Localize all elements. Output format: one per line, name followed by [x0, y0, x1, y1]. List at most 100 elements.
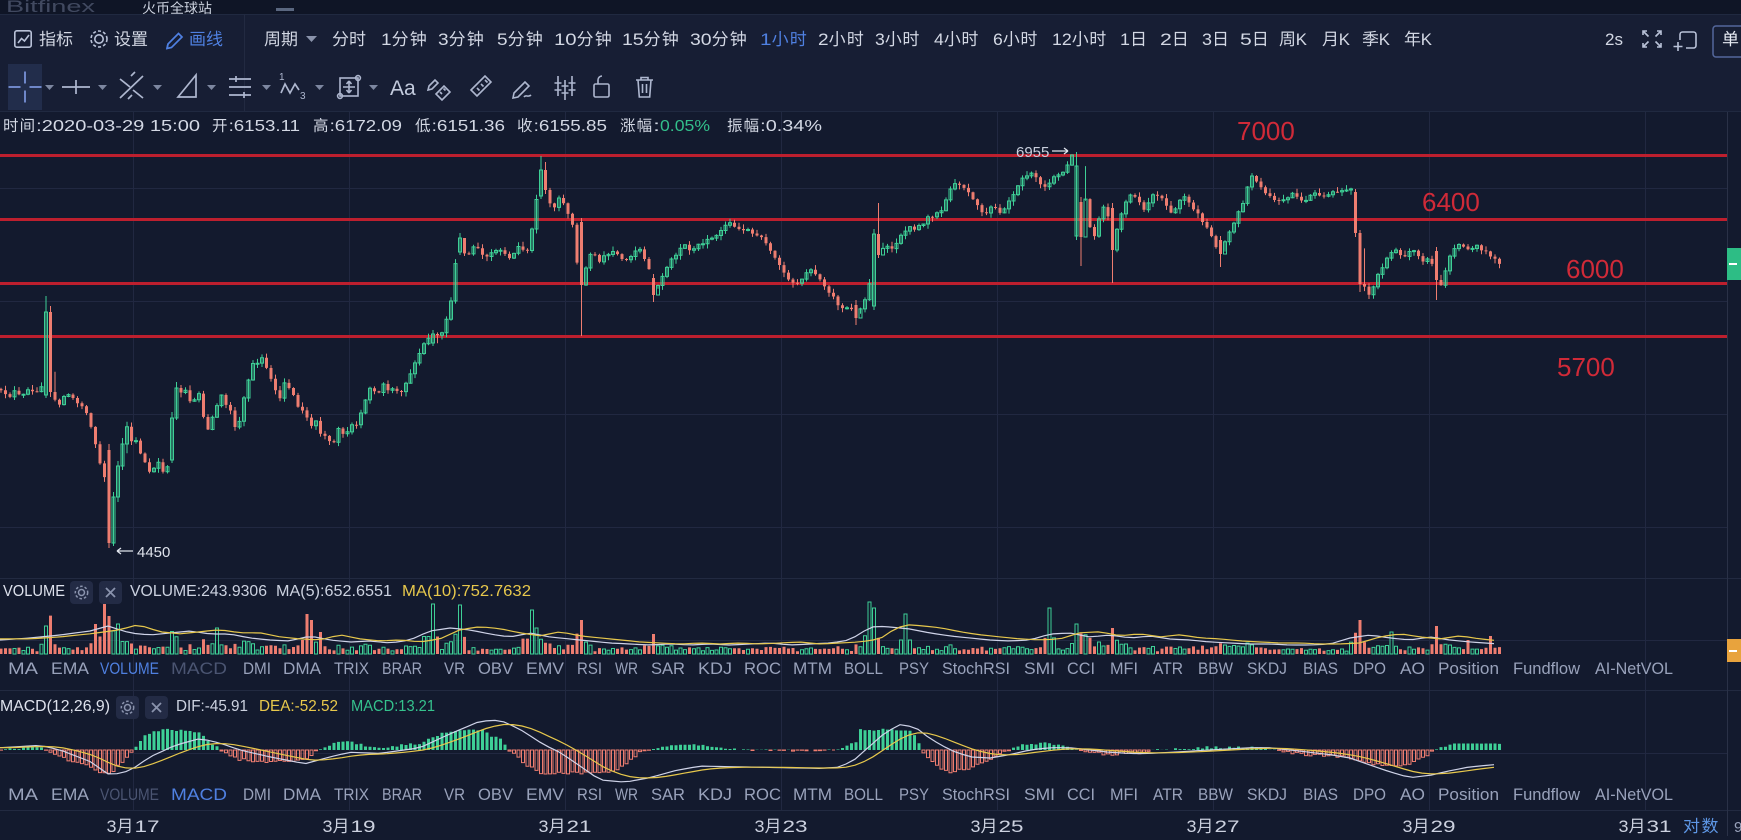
- svg-text:0.05%: 0.05%: [660, 118, 710, 135]
- svg-text:MA(5):652.6551: MA(5):652.6551: [276, 583, 392, 600]
- svg-text:Position: Position: [1438, 659, 1499, 678]
- svg-text:6: 6: [993, 30, 1003, 49]
- svg-text:3: 3: [1202, 30, 1212, 49]
- svg-text:SMI: SMI: [1024, 659, 1055, 678]
- svg-text:TRIX: TRIX: [334, 659, 369, 678]
- svg-text:CCI: CCI: [1067, 785, 1095, 804]
- svg-text:AO: AO: [1400, 785, 1425, 804]
- svg-text::6172.09: :6172.09: [330, 118, 402, 135]
- svg-text:WR: WR: [615, 659, 638, 678]
- svg-text:3: 3: [1619, 817, 1629, 836]
- svg-text:5: 5: [497, 30, 508, 49]
- svg-text:VR: VR: [444, 785, 465, 804]
- svg-text:3: 3: [539, 817, 549, 836]
- svg-text:2: 2: [818, 30, 829, 49]
- svg-text:Fundflow: Fundflow: [1513, 785, 1581, 804]
- svg-text:DMI: DMI: [243, 785, 271, 804]
- svg-text:EMA: EMA: [51, 659, 90, 678]
- svg-text:OBV: OBV: [478, 659, 514, 678]
- svg-text:StochRSI: StochRSI: [942, 785, 1010, 804]
- svg-text:1: 1: [760, 30, 772, 49]
- svg-text:3: 3: [875, 30, 885, 49]
- svg-text:6955: 6955: [1016, 144, 1049, 161]
- svg-text:ROC: ROC: [744, 659, 781, 678]
- svg-text:SMI: SMI: [1024, 785, 1055, 804]
- svg-text:TRIX: TRIX: [334, 785, 369, 804]
- svg-text:27: 27: [1215, 817, 1240, 836]
- svg-text:3: 3: [300, 91, 306, 102]
- svg-text:15: 15: [622, 30, 644, 49]
- svg-text:3: 3: [755, 817, 765, 836]
- svg-text:29: 29: [1431, 817, 1456, 836]
- svg-text:3: 3: [1403, 817, 1413, 836]
- svg-text:1: 1: [381, 30, 392, 49]
- svg-text:DPO: DPO: [1353, 785, 1386, 804]
- svg-text:5700: 5700: [1557, 352, 1615, 382]
- svg-text:MACD:13.21: MACD:13.21: [351, 698, 435, 715]
- svg-text:21: 21: [567, 817, 592, 836]
- svg-text:7000: 7000: [1237, 116, 1295, 146]
- svg-text:5: 5: [1240, 30, 1252, 49]
- svg-text:K: K: [1339, 30, 1351, 49]
- svg-text:MTM: MTM: [793, 659, 832, 678]
- svg-text:K: K: [1379, 30, 1391, 49]
- svg-text:OBV: OBV: [478, 785, 514, 804]
- svg-text:DIF:-45.91: DIF:-45.91: [176, 698, 248, 715]
- svg-text:MACD: MACD: [171, 785, 227, 804]
- svg-text:4450: 4450: [137, 544, 170, 561]
- svg-text:3: 3: [107, 817, 117, 836]
- svg-text:EMV: EMV: [526, 785, 565, 804]
- svg-text:MACD(12,26,9): MACD(12,26,9): [0, 698, 110, 715]
- svg-text:31: 31: [1647, 817, 1672, 836]
- svg-text:MFI: MFI: [1110, 659, 1138, 678]
- svg-text:ATR: ATR: [1153, 659, 1183, 678]
- svg-text:VOLUME: VOLUME: [3, 583, 65, 600]
- svg-text:19: 19: [351, 817, 376, 836]
- svg-text:EMA: EMA: [51, 785, 90, 804]
- svg-text:3: 3: [971, 817, 981, 836]
- svg-text:K: K: [1296, 30, 1308, 49]
- svg-text::6155.85: :6155.85: [534, 118, 607, 135]
- svg-text:BOLL: BOLL: [844, 659, 883, 678]
- svg-text:MTM: MTM: [793, 785, 832, 804]
- svg-text:DMA: DMA: [283, 785, 322, 804]
- svg-text:1: 1: [1120, 30, 1130, 49]
- svg-text:1: 1: [279, 72, 285, 83]
- svg-text:VR: VR: [444, 659, 465, 678]
- svg-text:SAR: SAR: [651, 659, 685, 678]
- svg-text:Bitfinex: Bitfinex: [6, 0, 96, 16]
- svg-text::0.34%: :0.34%: [760, 118, 822, 135]
- svg-text:CCI: CCI: [1067, 659, 1095, 678]
- svg-text:K: K: [1421, 30, 1433, 49]
- svg-text:9: 9: [1734, 819, 1741, 836]
- svg-text:DEA:-52.52: DEA:-52.52: [259, 698, 338, 715]
- svg-text:AI-NetVOL: AI-NetVOL: [1595, 785, 1673, 804]
- svg-text:RSI: RSI: [577, 785, 602, 804]
- svg-text::6153.11: :6153.11: [229, 118, 300, 135]
- svg-text:BRAR: BRAR: [382, 785, 422, 804]
- svg-text:MA(10):752.7632: MA(10):752.7632: [402, 583, 531, 600]
- svg-text:SAR: SAR: [651, 785, 685, 804]
- svg-text:MACD: MACD: [171, 659, 227, 678]
- svg-text:SKDJ: SKDJ: [1247, 785, 1287, 804]
- svg-text:KDJ: KDJ: [698, 659, 732, 678]
- svg-text:Aa: Aa: [390, 77, 416, 100]
- svg-text:3: 3: [438, 30, 449, 49]
- svg-text::: :: [653, 118, 660, 135]
- svg-text:SKDJ: SKDJ: [1247, 659, 1287, 678]
- svg-text:10: 10: [554, 30, 577, 49]
- svg-text:DMI: DMI: [243, 659, 271, 678]
- svg-text:BIAS: BIAS: [1303, 659, 1338, 678]
- svg-text:DPO: DPO: [1353, 659, 1386, 678]
- svg-text:RSI: RSI: [577, 659, 602, 678]
- svg-text:MA: MA: [8, 785, 39, 804]
- svg-text:Position: Position: [1438, 785, 1499, 804]
- svg-text:PSY: PSY: [899, 659, 929, 678]
- svg-text:ROC: ROC: [744, 785, 781, 804]
- svg-text:6400: 6400: [1422, 187, 1480, 217]
- svg-text:MFI: MFI: [1110, 785, 1138, 804]
- svg-text:BOLL: BOLL: [844, 785, 883, 804]
- svg-text:BBW: BBW: [1198, 659, 1233, 678]
- svg-text:KDJ: KDJ: [698, 785, 732, 804]
- svg-text:Fundflow: Fundflow: [1513, 659, 1581, 678]
